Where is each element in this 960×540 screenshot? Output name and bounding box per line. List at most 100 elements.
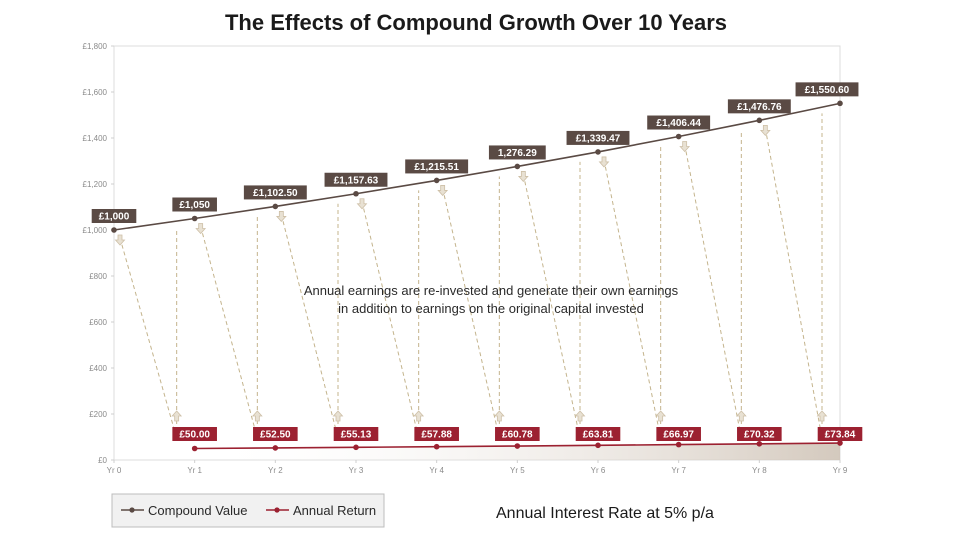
- legend-label-compound: Compound Value: [148, 503, 248, 518]
- annual-return-label-box: [495, 427, 540, 441]
- compound-value-label: £1,215.51: [414, 162, 459, 173]
- down-arrow-icon: [114, 234, 126, 246]
- annual-return-label-box: [414, 427, 459, 441]
- compound-value-label: £1,476.76: [737, 102, 782, 113]
- x-tick-label: Yr 5: [510, 466, 525, 475]
- annual-return-label-box: [333, 427, 379, 441]
- annotation-line-1: Annual earnings are re-invested and gene…: [304, 283, 679, 298]
- compound-value-label: £1,102.50: [253, 188, 298, 199]
- legend-label-return: Annual Return: [293, 503, 376, 518]
- down-arrow-icon: [759, 124, 771, 136]
- compound-value-label-box: [405, 159, 469, 174]
- down-arrow-icon: [356, 198, 368, 210]
- x-tick-label: Yr 9: [833, 466, 848, 475]
- compound-value-label-box: [243, 185, 307, 200]
- y-tick-label: £200: [89, 410, 107, 419]
- reinvest-diagonal: [280, 214, 339, 439]
- compound-value-point: [353, 190, 359, 197]
- annual-return-label: £60.78: [502, 430, 533, 441]
- compound-value-label: £1,339.47: [576, 134, 621, 145]
- annual-return-point: [191, 445, 198, 452]
- compound-value-point: [675, 133, 682, 140]
- annual-return-label-box: [737, 427, 782, 441]
- reinvest-diagonal: [522, 174, 581, 439]
- down-arrow-icon: [598, 156, 610, 168]
- y-tick-label: £0: [98, 456, 107, 465]
- annual-return-label-box: [656, 427, 701, 441]
- compound-value-label-box: [324, 172, 388, 187]
- y-tick-label: £1,600: [83, 88, 108, 97]
- annual-return-label: £66.97: [663, 430, 694, 441]
- annual-return-point: [837, 440, 843, 446]
- down-arrow-icon: [437, 185, 449, 197]
- up-arrow-icon: [251, 410, 263, 422]
- legend: Compound Value Annual Return: [111, 493, 385, 528]
- compound-value-point: [191, 215, 198, 222]
- annual-return-label: £52.50: [260, 430, 291, 441]
- compound-value-point: [514, 163, 521, 170]
- up-arrow-icon: [332, 410, 344, 422]
- up-arrow-icon: [655, 410, 667, 422]
- annual-return-point: [756, 441, 763, 447]
- compound-value-label: £1,406.44: [656, 118, 701, 129]
- annual-return-label-box: [575, 427, 621, 441]
- annual-return-label-box: [172, 427, 217, 441]
- compound-value-point: [595, 149, 601, 155]
- interest-rate-note: Annual Interest Rate at 5% p/a: [496, 505, 714, 522]
- annual-return-label-box: [253, 427, 298, 441]
- compound-value-line: [113, 102, 841, 231]
- y-tick-label: £800: [89, 272, 107, 281]
- annual-return-point: [353, 444, 359, 451]
- annual-return-point: [272, 445, 279, 451]
- up-arrow-icon: [735, 410, 747, 422]
- y-tick-label: £1,200: [83, 180, 108, 189]
- x-tick-label: Yr 2: [268, 466, 283, 475]
- down-arrow-icon: [679, 141, 691, 153]
- legend-box: [111, 493, 385, 528]
- compound-value-label: £1,050: [179, 200, 210, 211]
- annual-return-label: £55.13: [341, 430, 372, 441]
- reinvest-connectors: [114, 113, 828, 439]
- x-tick-label: Yr 6: [591, 466, 606, 475]
- reinvest-diagonal: [361, 201, 420, 439]
- value-labels: £1,000 £1,050 £1,102.50 £1,157.63 £1,215.51 1…: [91, 82, 863, 441]
- compound-value-label: 1,276.29: [498, 148, 537, 159]
- compound-value-point: [272, 203, 279, 210]
- annual-return-label: £70.32: [744, 430, 775, 441]
- reinvest-diagonal: [119, 237, 178, 439]
- compound-value-label-box: [172, 197, 217, 212]
- compound-value-label-box: [566, 130, 630, 145]
- legend-dot-return: [274, 507, 280, 513]
- y-tick-label: £1,800: [83, 42, 108, 51]
- annual-return-point: [595, 442, 601, 449]
- y-tick-label: £400: [89, 364, 107, 373]
- compound-value-point: [837, 100, 843, 107]
- compound-value-point: [433, 177, 440, 184]
- compound-value-label-box: [647, 115, 711, 130]
- series-points: [111, 100, 843, 452]
- x-tick-label: Yr 0: [107, 466, 122, 475]
- compound-value-label: £1,550.60: [805, 85, 850, 96]
- reinvest-diagonal: [200, 226, 258, 439]
- compound-value-label-box: [91, 209, 137, 223]
- compound-value-point: [756, 117, 763, 124]
- legend-dot-compound: [129, 507, 135, 513]
- x-tick-label: Yr 7: [671, 466, 686, 475]
- x-axis-ticks: Yr 0 Yr 1 Yr 2 Yr 3 Yr 4 Yr 5 Yr 6 Yr 7 Yr 8 Yr 9: [107, 460, 848, 475]
- compound-value-label: £1,000: [99, 212, 130, 223]
- y-tick-label: £600: [89, 318, 107, 327]
- annual-return-label: £73.84: [825, 430, 856, 441]
- reinvest-diagonal: [764, 128, 823, 439]
- compound-value-label-box: [488, 145, 546, 160]
- x-tick-label: Yr 8: [752, 466, 767, 475]
- up-arrow-icon: [816, 410, 828, 422]
- chart-title: The Effects of Compound Growth Over 10 Y…: [225, 10, 727, 35]
- series-lines: [113, 102, 841, 450]
- y-tick-label: £1,400: [83, 134, 108, 143]
- annual-return-label: £63.81: [583, 430, 614, 441]
- up-arrow-icon: [493, 410, 505, 422]
- reinvest-diagonal: [684, 144, 742, 439]
- down-arrow-icon: [275, 211, 287, 223]
- x-tick-label: Yr 3: [349, 466, 364, 475]
